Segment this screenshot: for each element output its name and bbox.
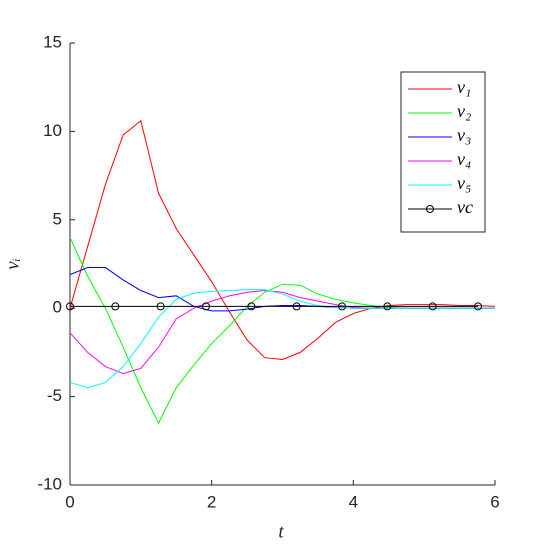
series-marker bbox=[292, 302, 301, 311]
series-line bbox=[69, 237, 495, 425]
series-marker bbox=[383, 302, 392, 311]
series-line bbox=[69, 289, 495, 389]
legend-label: v₂ bbox=[457, 101, 471, 121]
legend-label: v₁ bbox=[457, 77, 471, 97]
series-marker bbox=[66, 302, 74, 311]
series-marker bbox=[202, 302, 210, 311]
series-marker bbox=[156, 302, 165, 311]
x-axis-label: t bbox=[278, 521, 284, 542]
series-marker bbox=[111, 302, 120, 311]
legend-marker bbox=[426, 205, 434, 213]
series-marker bbox=[428, 302, 437, 311]
y-tick-label: -10 bbox=[37, 474, 62, 493]
series-marker bbox=[247, 302, 256, 311]
x-tick-label: 6 bbox=[490, 492, 499, 511]
legend-box bbox=[400, 71, 486, 233]
x-tick-label: 4 bbox=[349, 492, 358, 511]
legend-label: v₅ bbox=[457, 173, 471, 193]
y-tick-label: -5 bbox=[47, 386, 62, 405]
series-line bbox=[69, 119, 496, 360]
series-marker bbox=[338, 302, 346, 311]
series-marker bbox=[474, 302, 482, 311]
y-tick-label: 0 bbox=[53, 298, 62, 317]
legend-label: vc bbox=[457, 197, 473, 217]
legend: v₁ v₂ v₃ v₄ v₅ vc bbox=[400, 71, 486, 233]
y-tick-label: 10 bbox=[43, 121, 62, 140]
legend-label: v₃ bbox=[457, 125, 471, 145]
x-tick-label: 0 bbox=[65, 492, 74, 511]
x-tick-label: 2 bbox=[207, 492, 216, 511]
y-tick-label: 15 bbox=[43, 32, 62, 51]
legend-label: v₄ bbox=[457, 149, 471, 169]
y-tick-label: 5 bbox=[53, 209, 62, 228]
y-axis-label: vᵢ bbox=[2, 258, 23, 269]
